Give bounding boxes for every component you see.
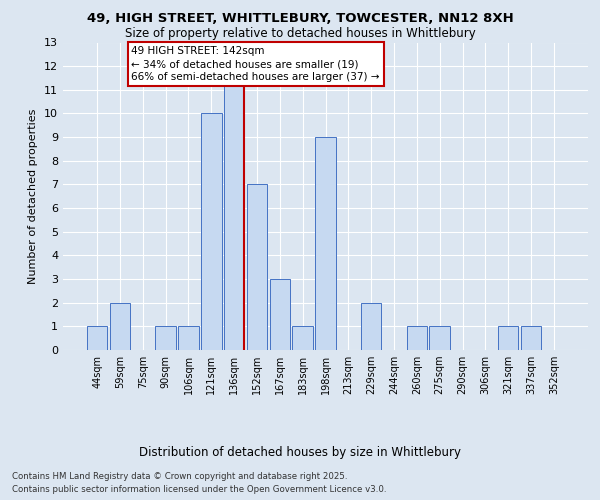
Bar (361, 302, 382, 350)
Bar (247, 184, 267, 350)
Bar (155, 326, 176, 350)
Bar (110, 302, 130, 350)
Text: Distribution of detached houses by size in Whittlebury: Distribution of detached houses by size … (139, 446, 461, 459)
Bar (315, 137, 336, 350)
Y-axis label: Number of detached properties: Number of detached properties (28, 108, 38, 284)
Bar (201, 114, 221, 350)
Bar (430, 326, 450, 350)
Bar (269, 279, 290, 350)
Text: Contains public sector information licensed under the Open Government Licence v3: Contains public sector information licen… (12, 485, 386, 494)
Bar (407, 326, 427, 350)
Text: Contains HM Land Registry data © Crown copyright and database right 2025.: Contains HM Land Registry data © Crown c… (12, 472, 347, 481)
Bar (292, 326, 313, 350)
Bar (87, 326, 107, 350)
Bar (178, 326, 199, 350)
Text: 49, HIGH STREET, WHITTLEBURY, TOWCESTER, NN12 8XH: 49, HIGH STREET, WHITTLEBURY, TOWCESTER,… (86, 12, 514, 26)
Text: 49 HIGH STREET: 142sqm
← 34% of detached houses are smaller (19)
66% of semi-det: 49 HIGH STREET: 142sqm ← 34% of detached… (131, 46, 380, 82)
Bar (498, 326, 518, 350)
Bar (521, 326, 541, 350)
Text: Size of property relative to detached houses in Whittlebury: Size of property relative to detached ho… (125, 28, 475, 40)
Bar (224, 42, 244, 350)
